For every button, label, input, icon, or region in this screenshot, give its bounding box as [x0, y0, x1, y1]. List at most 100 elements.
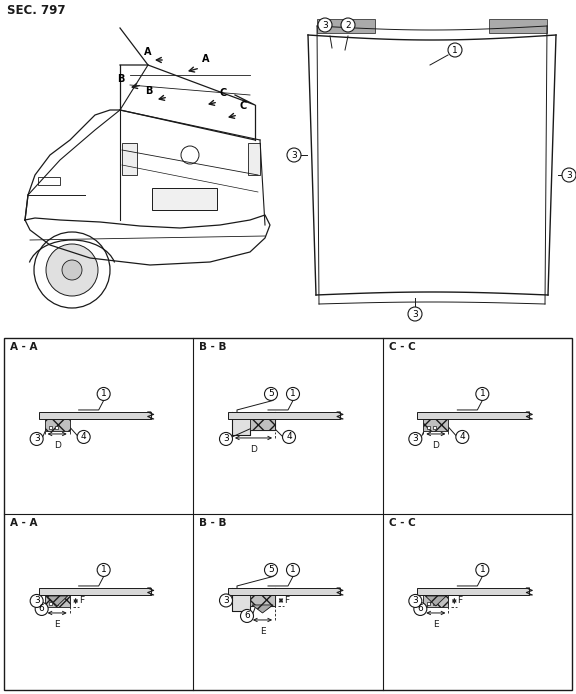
- Text: B - B: B - B: [199, 518, 227, 528]
- Text: A: A: [143, 47, 151, 57]
- Text: 2: 2: [345, 21, 351, 30]
- Text: 4: 4: [460, 432, 465, 441]
- Text: 3: 3: [34, 434, 40, 443]
- Text: B: B: [118, 74, 125, 84]
- Bar: [48, 602, 52, 605]
- Bar: [228, 412, 340, 419]
- Circle shape: [408, 307, 422, 321]
- Text: 3: 3: [566, 171, 572, 180]
- Circle shape: [46, 244, 98, 296]
- Polygon shape: [232, 588, 275, 611]
- Text: 3: 3: [322, 21, 328, 30]
- Bar: [152, 188, 217, 210]
- Polygon shape: [252, 605, 273, 613]
- Circle shape: [241, 609, 253, 623]
- Circle shape: [97, 564, 110, 577]
- Bar: [48, 426, 52, 429]
- Bar: [55, 426, 58, 429]
- Text: D: D: [433, 441, 439, 450]
- Bar: [423, 595, 448, 607]
- Bar: [55, 602, 58, 605]
- Text: 3: 3: [223, 596, 229, 605]
- Text: E: E: [433, 620, 439, 629]
- Text: 1: 1: [290, 566, 296, 575]
- Text: SEC. 797: SEC. 797: [7, 4, 66, 17]
- Bar: [4, 338, 572, 690]
- Text: A: A: [202, 54, 210, 64]
- Bar: [39, 412, 151, 419]
- Bar: [317, 19, 375, 33]
- Text: C: C: [220, 88, 228, 98]
- Text: 1: 1: [101, 566, 107, 575]
- Text: 3: 3: [223, 434, 229, 443]
- Circle shape: [97, 387, 110, 400]
- Text: F: F: [284, 596, 289, 605]
- Bar: [250, 419, 275, 430]
- Text: 1: 1: [101, 389, 107, 398]
- Bar: [433, 602, 437, 605]
- Bar: [250, 595, 275, 606]
- Text: 5: 5: [268, 389, 274, 398]
- Circle shape: [409, 595, 422, 607]
- Text: C - C: C - C: [389, 518, 415, 528]
- Text: E: E: [54, 620, 60, 629]
- Circle shape: [286, 387, 300, 400]
- Circle shape: [476, 564, 489, 577]
- Circle shape: [414, 602, 427, 616]
- Text: F: F: [79, 596, 84, 605]
- Circle shape: [77, 430, 90, 443]
- Circle shape: [286, 564, 300, 577]
- Circle shape: [30, 432, 43, 446]
- Circle shape: [181, 146, 199, 164]
- Circle shape: [264, 387, 278, 400]
- Text: 5: 5: [268, 566, 274, 575]
- Circle shape: [476, 387, 489, 400]
- Bar: [45, 595, 70, 607]
- Circle shape: [219, 432, 233, 446]
- Bar: [433, 426, 437, 429]
- Text: A - A: A - A: [10, 518, 37, 528]
- Bar: [427, 602, 430, 605]
- Circle shape: [409, 432, 422, 446]
- Polygon shape: [232, 412, 275, 435]
- Text: F: F: [457, 596, 463, 605]
- Circle shape: [456, 430, 469, 443]
- Text: B: B: [145, 86, 152, 96]
- Circle shape: [62, 260, 82, 280]
- Text: 1: 1: [290, 389, 296, 398]
- Text: D: D: [250, 445, 257, 454]
- Circle shape: [219, 594, 233, 607]
- Text: B - B: B - B: [199, 342, 227, 352]
- Circle shape: [448, 43, 462, 57]
- Bar: [122, 143, 137, 175]
- Bar: [427, 426, 430, 429]
- Circle shape: [264, 564, 278, 577]
- Text: 1: 1: [452, 46, 458, 55]
- Text: 3: 3: [291, 151, 297, 160]
- Text: C - C: C - C: [389, 342, 415, 352]
- Text: 3: 3: [412, 596, 418, 605]
- Bar: [45, 419, 70, 431]
- Text: 4: 4: [81, 432, 86, 441]
- Circle shape: [562, 168, 576, 182]
- Bar: [418, 588, 529, 595]
- Bar: [423, 419, 448, 431]
- Text: 4: 4: [286, 432, 292, 441]
- Bar: [418, 412, 529, 419]
- Text: 1: 1: [479, 389, 485, 398]
- Polygon shape: [47, 596, 67, 606]
- Text: C: C: [240, 101, 247, 111]
- Polygon shape: [425, 596, 446, 606]
- Text: 6: 6: [418, 604, 423, 613]
- Bar: [489, 19, 547, 33]
- Circle shape: [341, 18, 355, 32]
- Text: E: E: [260, 627, 266, 636]
- Bar: [39, 588, 151, 595]
- Text: 6: 6: [39, 604, 44, 613]
- Bar: [38, 177, 60, 185]
- Circle shape: [34, 232, 110, 308]
- Circle shape: [287, 148, 301, 162]
- Circle shape: [30, 595, 43, 607]
- Circle shape: [282, 430, 295, 443]
- Text: 3: 3: [34, 596, 40, 605]
